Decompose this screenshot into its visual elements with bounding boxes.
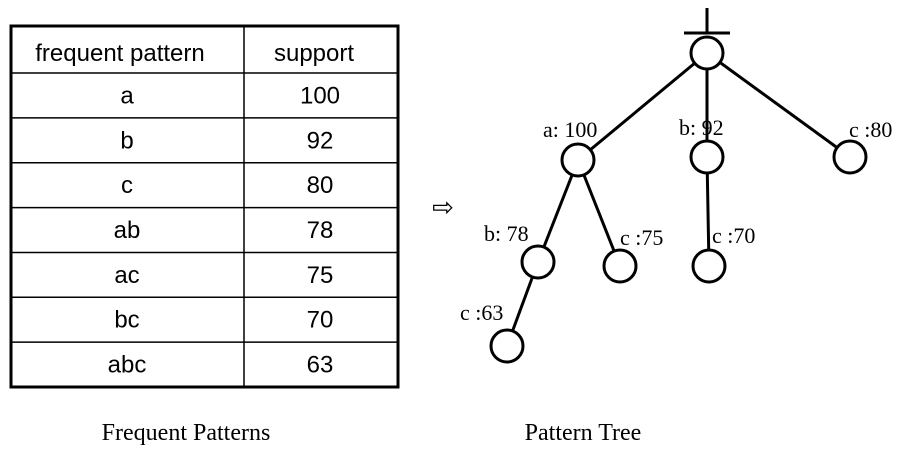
table-cell-pattern: c [121, 172, 133, 199]
right-arrow-icon: ⇨ [432, 193, 454, 223]
tree-node-label: b: 78 [484, 221, 529, 246]
tree-labels: a: 100 b: 92 c :80 b: 78 c :75 c :70 c :63 [460, 115, 892, 325]
table-cell-support: 63 [307, 352, 334, 379]
tree-nodes [489, 35, 868, 364]
table-cell-pattern: bc [114, 307, 139, 334]
tree-node [691, 248, 727, 284]
tree-node-label: b: 92 [679, 115, 724, 140]
table-cell-support: 70 [307, 307, 334, 334]
table-cell-pattern: abc [108, 352, 147, 379]
tree-node [689, 139, 725, 175]
tree-node-label: c :70 [712, 223, 755, 248]
tree-edge [576, 159, 622, 267]
header-frequent-pattern: frequent pattern [35, 40, 204, 67]
tree-node-label: c :80 [849, 117, 892, 142]
table-cell-support: 100 [300, 82, 340, 109]
table-cell-pattern: b [120, 127, 133, 154]
tree-edge [705, 156, 711, 267]
table-cell-pattern: a [120, 82, 134, 109]
table-cell-support: 80 [307, 172, 334, 199]
table-border [9, 24, 400, 389]
header-support: support [274, 40, 354, 67]
tree-node [489, 328, 525, 364]
table-row-dividers [11, 117, 398, 343]
table-cell-support: 92 [307, 127, 334, 154]
tree-node [520, 244, 556, 280]
tree-node-label: a: 100 [543, 117, 597, 142]
tree-edge [706, 51, 851, 159]
pattern-tree: a: 100 b: 92 c :80 b: 78 c :75 c :70 c :63 [460, 8, 892, 364]
table-cell-pattern: ac [114, 262, 139, 289]
tree-edge [536, 159, 580, 263]
caption-pattern-tree: Pattern Tree [525, 420, 642, 446]
table-cell-support: 78 [307, 217, 334, 244]
tree-node [832, 139, 868, 175]
tree-node-label: c :75 [620, 225, 663, 250]
table-cell-support: 75 [307, 262, 334, 289]
tree-edges [505, 51, 851, 347]
table-rows: a 100 b 92 c 80 ab 78 ac 75 bc 70 abc 63 [108, 82, 340, 378]
tree-node [560, 142, 596, 178]
caption-frequent-patterns: Frequent Patterns [102, 420, 271, 446]
tree-node-label: c :63 [460, 300, 503, 325]
table-cell-pattern: ab [114, 217, 141, 244]
tree-node [602, 248, 638, 284]
tree-edge [577, 51, 708, 162]
tree-node [689, 35, 725, 71]
